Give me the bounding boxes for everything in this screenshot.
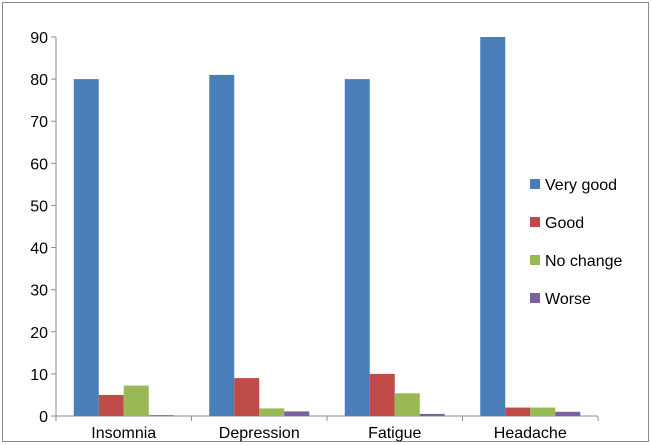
y-tick-label: 90 <box>30 30 48 47</box>
bar-worse <box>284 411 310 416</box>
y-tick-label: 70 <box>30 114 48 131</box>
bar-good <box>98 394 124 416</box>
legend-label: No change <box>545 253 622 270</box>
bar-worse <box>148 415 174 416</box>
y-axis: 0 10 20 30 40 50 60 70 80 90 <box>30 30 57 426</box>
y-tick-label: 50 <box>30 198 48 215</box>
x-axis: Insomnia Depression Fatigue Headache <box>55 415 599 442</box>
legend-label: Worse <box>545 291 591 308</box>
legend-swatch <box>530 179 540 189</box>
bar-very-good <box>480 37 506 416</box>
y-tick-label: 0 <box>39 409 48 426</box>
bar-very-good <box>344 79 370 416</box>
bar-no-change <box>394 393 420 416</box>
y-tick-label: 60 <box>30 156 48 173</box>
y-tick-label: 10 <box>30 367 48 384</box>
legend: Very good Good No change Worse <box>530 177 622 308</box>
bars <box>73 37 581 417</box>
bar-worse <box>555 411 581 416</box>
y-tick-label: 20 <box>30 325 48 342</box>
y-tick-label: 80 <box>30 72 48 89</box>
y-tick-label: 40 <box>30 241 48 258</box>
bar-very-good <box>73 79 99 416</box>
x-category-label: Insomnia <box>91 425 156 442</box>
x-category-label: Depression <box>219 425 300 442</box>
bar-good <box>369 373 395 416</box>
x-category-label: Fatigue <box>368 425 421 442</box>
y-tick-label: 30 <box>30 283 48 300</box>
legend-swatch <box>530 255 540 265</box>
bar-no-change <box>530 407 556 416</box>
bar-no-change <box>259 408 285 416</box>
legend-swatch <box>530 217 540 227</box>
bar-no-change <box>123 385 149 416</box>
bar-good <box>505 407 531 416</box>
bar-good <box>234 378 260 416</box>
legend-label: Good <box>545 215 584 232</box>
legend-swatch <box>530 293 540 303</box>
legend-label: Very good <box>545 177 617 194</box>
x-category-label: Headache <box>494 425 567 442</box>
bar-worse <box>419 413 445 416</box>
bar-very-good <box>209 74 235 417</box>
